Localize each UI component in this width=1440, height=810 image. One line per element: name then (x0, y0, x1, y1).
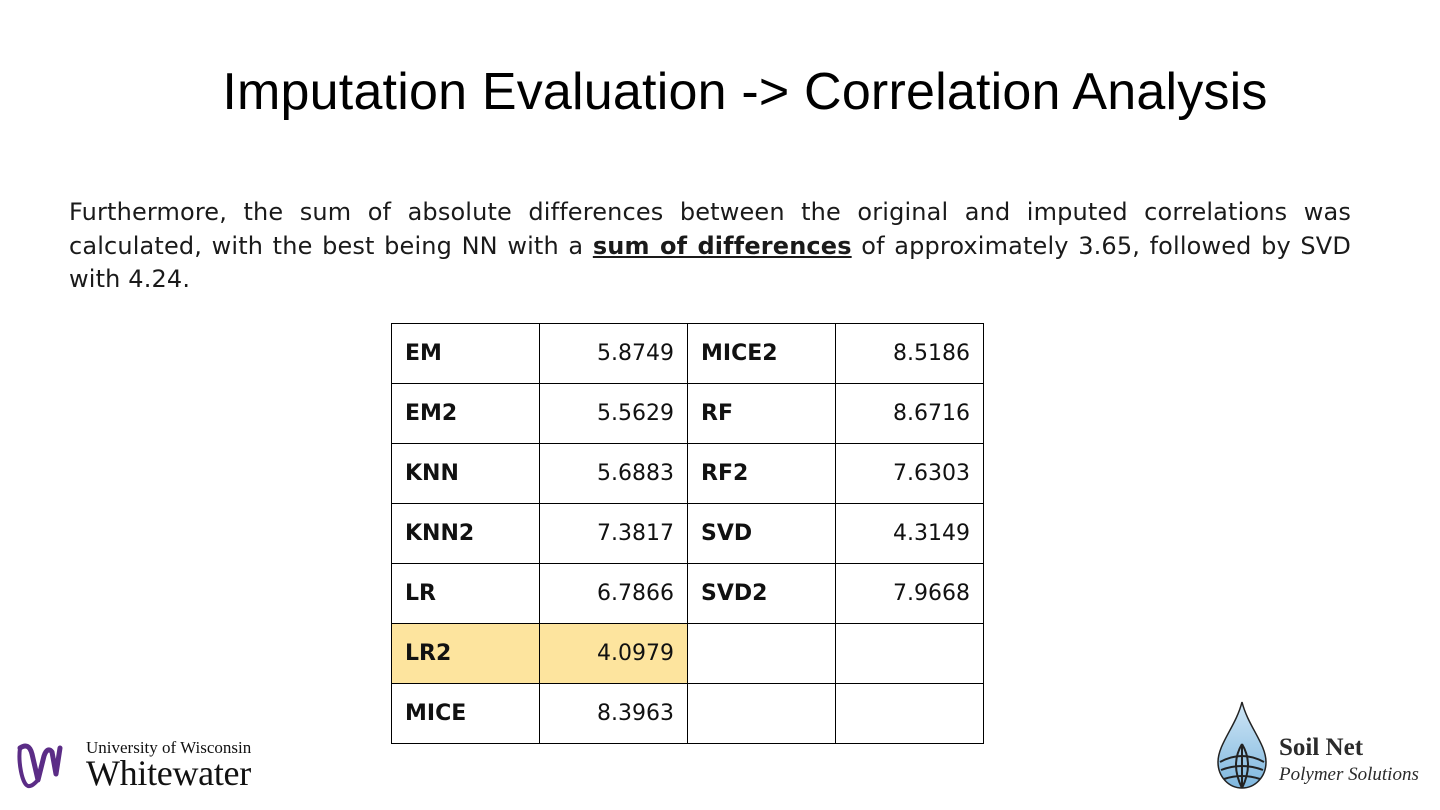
method-label: KNN (391, 443, 540, 504)
water-drop-globe-icon (1217, 701, 1267, 789)
table-row: EM 5.8749 MICE2 8.5186 (391, 323, 984, 384)
method-value: 8.6716 (835, 383, 984, 444)
method-value: 7.3817 (539, 503, 688, 564)
method-label: MICE2 (687, 323, 836, 384)
method-label: LR2 (391, 623, 540, 684)
method-value: 8.3963 (539, 683, 688, 744)
method-label: SVD2 (687, 563, 836, 624)
method-value: 4.3149 (835, 503, 984, 564)
empty-cell (835, 623, 984, 684)
empty-cell (687, 623, 836, 684)
table-row: LR 6.7866 SVD2 7.9668 (391, 563, 984, 624)
method-value: 5.5629 (539, 383, 688, 444)
uw-line2: Whitewater (86, 753, 251, 793)
table-row: EM2 5.5629 RF 8.6716 (391, 383, 984, 444)
method-value: 7.6303 (835, 443, 984, 504)
method-label: SVD (687, 503, 836, 564)
method-label: KNN2 (391, 503, 540, 564)
table-row: KNN 5.6883 RF2 7.6303 (391, 443, 984, 504)
uw-w-icon (17, 743, 63, 789)
paragraph-text-2: of approximately 3.65, followed by SVD w… (69, 231, 1351, 294)
body-paragraph: Furthermore, the sum of absolute differe… (69, 196, 1351, 297)
method-label: LR (391, 563, 540, 624)
soilnet-tagline: Polymer Solutions (1279, 764, 1419, 785)
table-row: MICE 8.3963 (391, 683, 984, 744)
method-label: EM (391, 323, 540, 384)
method-value: 6.7866 (539, 563, 688, 624)
empty-cell (835, 683, 984, 744)
method-label: MICE (391, 683, 540, 744)
results-table: EM 5.8749 MICE2 8.5186 EM2 5.5629 RF 8.6… (391, 323, 984, 744)
slide-title: Imputation Evaluation -> Correlation Ana… (222, 63, 1268, 121)
method-label: RF (687, 383, 836, 444)
method-value: 7.9668 (835, 563, 984, 624)
method-label: RF2 (687, 443, 836, 504)
table-row-highlighted: LR2 4.0979 (391, 623, 984, 684)
method-value: 5.6883 (539, 443, 688, 504)
method-label: EM2 (391, 383, 540, 444)
paragraph-emphasis: sum of differences (592, 231, 852, 260)
method-value: 4.0979 (539, 623, 688, 684)
uw-line1: University of Wisconsin (86, 738, 252, 757)
method-value: 8.5186 (835, 323, 984, 384)
method-value: 5.8749 (539, 323, 688, 384)
paragraph-text-1: Furthermore, the sum of absolute differe… (69, 198, 1351, 260)
empty-cell (687, 683, 836, 744)
table-row: KNN2 7.3817 SVD 4.3149 (391, 503, 984, 564)
soilnet-name: Soil Net (1279, 734, 1364, 761)
